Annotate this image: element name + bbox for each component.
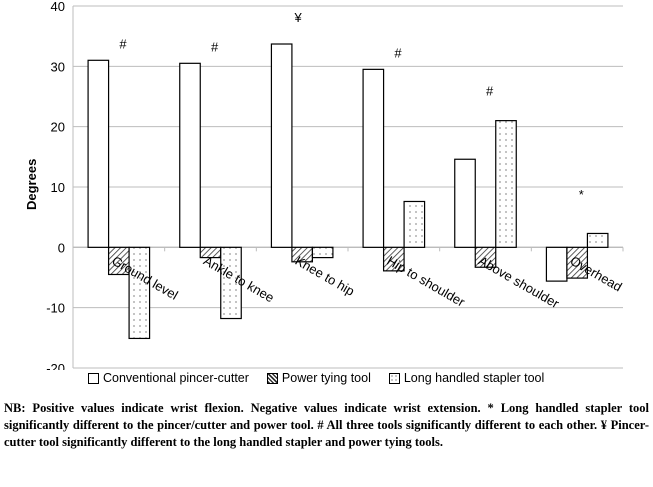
legend-item: Power tying tool: [266, 371, 371, 385]
legend-swatch-plain: [88, 372, 99, 384]
bar-dotted: [586, 232, 609, 248]
significance-annotation: #: [394, 45, 402, 60]
bar-plain: [87, 59, 110, 248]
y-axis-label: Degrees: [24, 159, 39, 210]
footnote: NB: Positive values indicate wrist flexi…: [4, 401, 649, 449]
legend-label: Long handled stapler tool: [403, 371, 545, 385]
significance-annotation: #: [486, 84, 494, 99]
bar-plain: [362, 68, 385, 248]
bar-plain: [454, 158, 476, 248]
legend: Conventional pincer-cutter Power tying t…: [88, 371, 544, 385]
x-tick-label: Hip to shoulder: [384, 253, 468, 310]
legend-label: Power tying tool: [281, 371, 371, 385]
bar-plain: [179, 62, 201, 248]
bar-hatched: [474, 246, 497, 268]
y-tick-label: 30: [51, 59, 65, 74]
bar-hatched: [382, 246, 405, 272]
y-tick-label: 10: [51, 180, 65, 195]
legend-swatch-dotted: [388, 372, 400, 384]
y-tick-label: 20: [51, 120, 65, 135]
bar-plain: [545, 246, 568, 282]
significance-annotation: #: [119, 36, 127, 51]
bar-dotted: [403, 200, 426, 248]
significance-annotation: *: [579, 187, 584, 202]
bar-dotted: [311, 246, 334, 259]
bar-plain: [270, 43, 293, 248]
significance-annotation: ¥: [293, 10, 302, 25]
y-tick-label: -20: [46, 361, 65, 370]
legend-swatch-hatched: [266, 372, 278, 384]
bar-dotted: [220, 246, 242, 320]
legend-item: Conventional pincer-cutter: [88, 371, 249, 385]
significance-annotation: #: [211, 39, 219, 54]
bar-dotted: [128, 246, 151, 340]
x-tick-label: Knee to hip: [293, 253, 357, 299]
legend-label: Conventional pincer-cutter: [103, 371, 249, 385]
y-tick-label: -10: [46, 301, 65, 316]
bar-hatched: [566, 246, 589, 279]
y-tick-label: 0: [58, 240, 65, 255]
bar-dotted: [495, 120, 517, 248]
y-tick-label: 40: [51, 0, 65, 14]
legend-item: Long handled stapler tool: [388, 371, 545, 385]
